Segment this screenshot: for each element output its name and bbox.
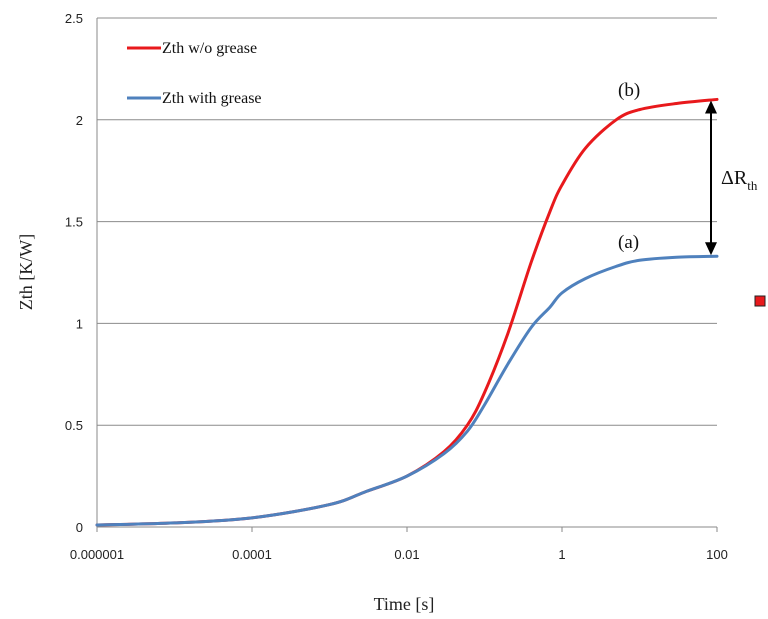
x-tick-label: 0.000001 <box>70 547 124 562</box>
x-tick-label: 0.0001 <box>232 547 272 562</box>
delta-rth-arrow <box>705 100 717 256</box>
x-tick-label: 0.01 <box>394 547 419 562</box>
annotation-a: (a) <box>618 232 639 253</box>
y-tick-label: 1 <box>76 316 83 331</box>
y-tick-label: 2 <box>76 113 83 128</box>
y-tick-label: 0 <box>76 520 83 535</box>
delta-rth-subscript: th <box>747 178 758 193</box>
annotation-b: (b) <box>618 80 640 101</box>
delta-rth-label: ΔRth <box>721 167 758 193</box>
y-tick-label: 1.5 <box>65 215 83 230</box>
red-marker <box>754 295 766 307</box>
delta-arrow-head-top <box>705 100 717 114</box>
x-tick-label: 1 <box>558 547 565 562</box>
x-tick-label: 100 <box>706 547 728 562</box>
x-tick-labels: 0.000001 0.0001 0.01 1 100 <box>70 527 728 562</box>
legend-label-with-grease: Zth with grease <box>162 90 262 107</box>
legend: Zth w/o grease Zth with grease <box>127 40 262 107</box>
y-tick-labels: 0 0.5 1 1.5 2 2.5 <box>65 11 83 535</box>
delta-arrow-head-bottom <box>705 242 717 256</box>
delta-rth-symbol: ΔR <box>721 167 748 189</box>
y-tick-label: 2.5 <box>65 11 83 26</box>
legend-label-w-o-grease: Zth w/o grease <box>162 40 257 57</box>
series-group <box>95 97 719 527</box>
series-line-with-grease <box>95 254 719 527</box>
x-axis-title: Time [s] <box>374 594 435 614</box>
y-tick-label: 0.5 <box>65 418 83 433</box>
series-line-w-o-grease <box>95 97 719 527</box>
y-axis-title: Zth [K/W] <box>16 234 36 310</box>
